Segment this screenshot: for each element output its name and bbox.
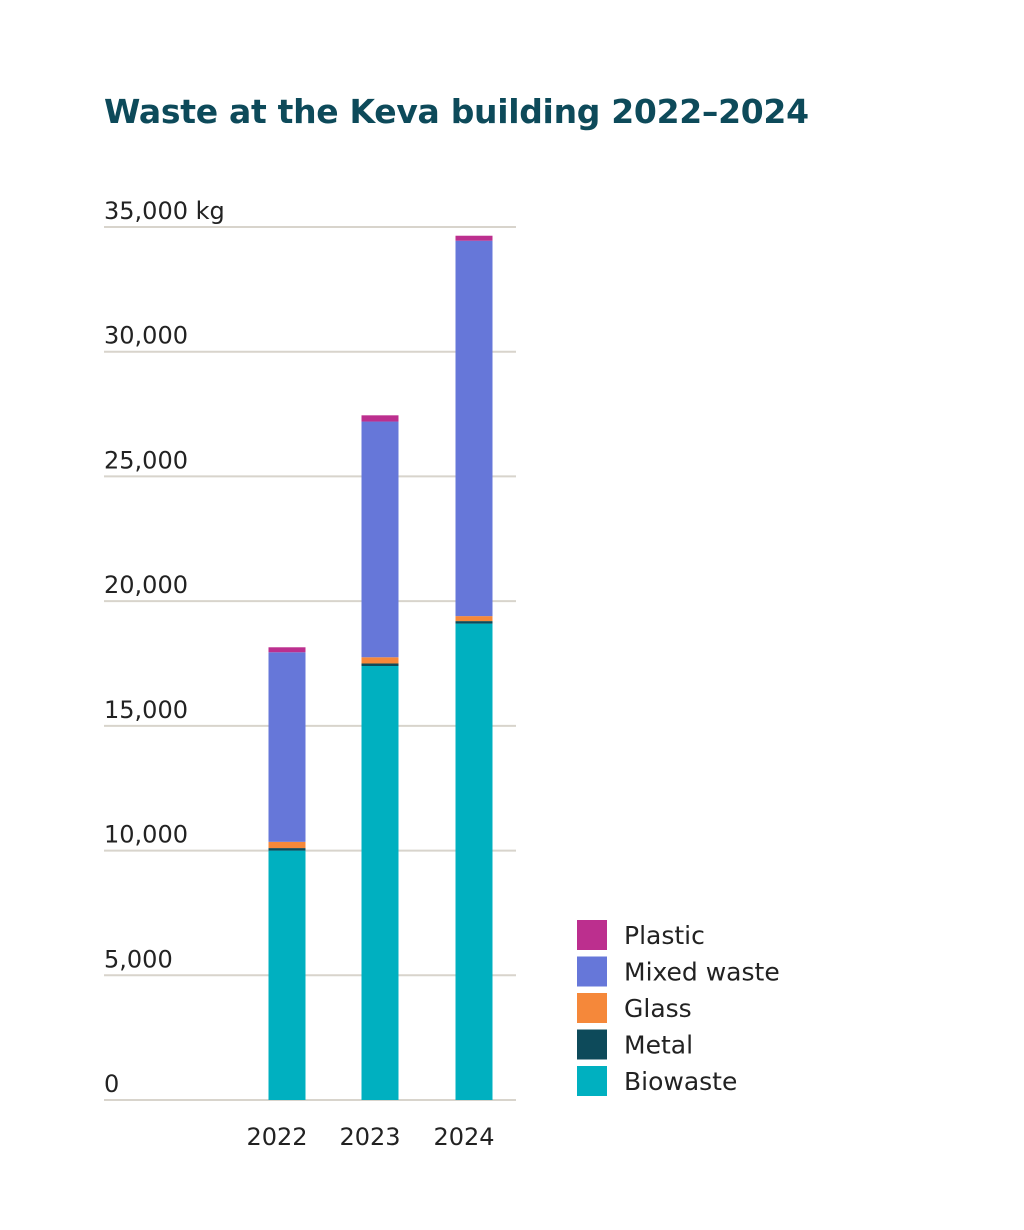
legend: Plastic Mixed waste Glass Metal Biowaste (577, 920, 780, 1096)
legend-swatch-metal (577, 1029, 607, 1060)
bar-segment-biowaste-2023 (361, 665, 399, 1100)
x-tick-label: 2022 (246, 1123, 307, 1151)
x-tick-label: 2023 (339, 1123, 400, 1151)
bar-segment-glass-2022 (268, 841, 306, 849)
y-tick-label: 20,000 (104, 571, 188, 599)
bar-segment-mixed-waste-2023 (361, 421, 399, 658)
legend-label-mixed-waste: Mixed waste (624, 958, 780, 987)
bar-segment-mixed-waste-2022 (268, 652, 306, 842)
legend-swatch-glass (577, 993, 607, 1023)
bar-segment-glass-2023 (361, 657, 399, 664)
bar-segment-biowaste-2022 (268, 850, 306, 1100)
y-tick-label: 25,000 (104, 446, 188, 474)
legend-label-biowaste: Biowaste (624, 1067, 737, 1096)
y-tick-label: 35,000 kg (104, 197, 225, 225)
y-axis-tick-labels: 0 5,000 10,000 15,000 20,000 25,000 30,000 35,0… (104, 197, 225, 1098)
legend-swatch-mixed-waste (577, 956, 607, 987)
bar-segment-glass-2024 (455, 616, 493, 622)
chart-title: Waste at the Keva building 2022–2024 (104, 92, 809, 131)
legend-label-glass: Glass (624, 994, 692, 1023)
bar-segment-metal-2023 (361, 663, 399, 666)
x-axis-tick-labels: 2022 2023 2024 (246, 1123, 494, 1151)
y-tick-label: 5,000 (104, 945, 173, 973)
y-tick-label: 0 (104, 1070, 119, 1098)
legend-swatch-biowaste (577, 1066, 607, 1096)
bar-segment-biowaste-2024 (455, 623, 493, 1100)
y-tick-label: 15,000 (104, 696, 188, 724)
legend-label-metal: Metal (624, 1031, 693, 1060)
bars (268, 235, 493, 1100)
gridlines (104, 226, 516, 1101)
bar-segment-plastic-2022 (268, 647, 306, 653)
bar-segment-plastic-2023 (361, 415, 399, 422)
bar-segment-metal-2024 (455, 621, 493, 624)
legend-swatch-plastic (577, 920, 607, 950)
x-tick-label: 2024 (433, 1123, 494, 1151)
y-tick-label: 30,000 (104, 322, 188, 350)
bar-segment-plastic-2024 (455, 235, 493, 241)
bar-segment-metal-2022 (268, 848, 306, 851)
bar-segment-mixed-waste-2024 (455, 240, 493, 617)
y-tick-label: 10,000 (104, 821, 188, 849)
legend-label-plastic: Plastic (624, 921, 705, 950)
